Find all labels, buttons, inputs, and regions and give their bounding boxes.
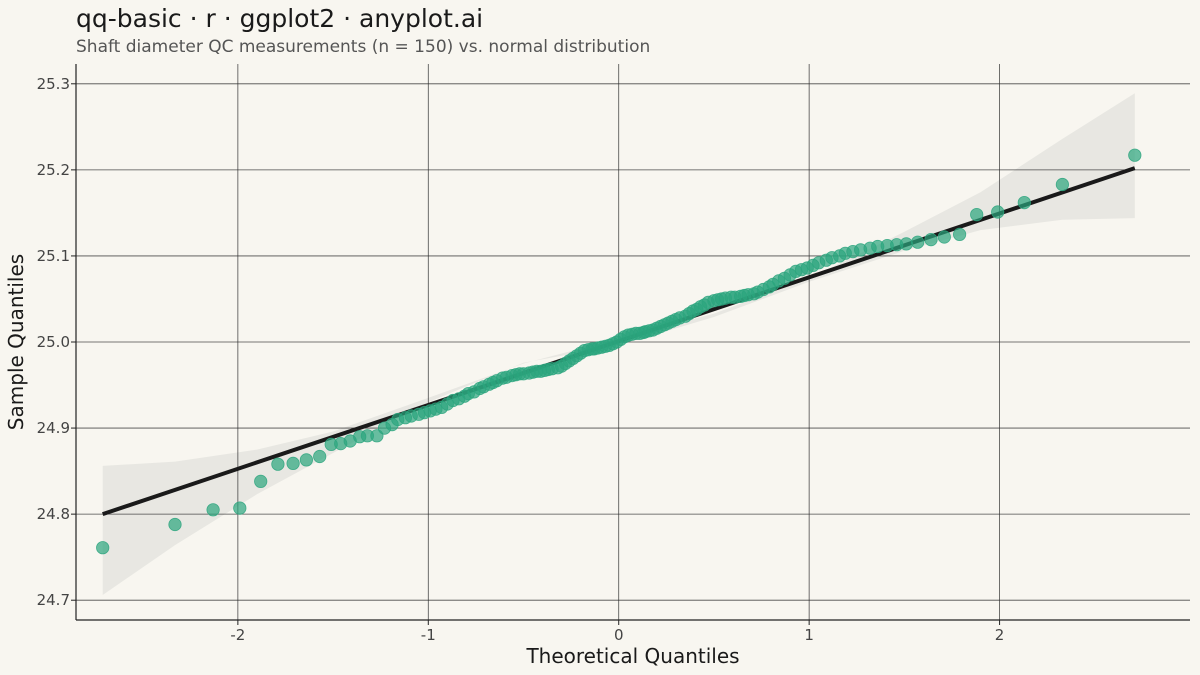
data-point xyxy=(1055,177,1070,192)
y-tick-label-24.8: 24.8 xyxy=(37,505,70,523)
x-tick-label--1: -1 xyxy=(421,626,436,644)
data-point xyxy=(1017,196,1031,210)
data-point xyxy=(899,237,913,251)
y-axis-title: Sample Quantiles xyxy=(4,254,28,430)
x-tick-label-0: 0 xyxy=(614,626,624,644)
data-point xyxy=(206,503,220,517)
data-point xyxy=(299,453,313,467)
data-point xyxy=(168,517,182,532)
data-point xyxy=(313,449,327,464)
data-points-layer xyxy=(96,148,1142,555)
data-point xyxy=(254,474,268,488)
chart-title: qq-basic · r · ggplot2 · anyplot.ai xyxy=(76,4,484,33)
y-tick-label-25.3: 25.3 xyxy=(37,75,70,93)
x-tick-label--2: -2 xyxy=(230,626,245,644)
x-axis-title: Theoretical Quantiles xyxy=(525,644,739,668)
data-point xyxy=(96,541,110,555)
y-tick-label-25.2: 25.2 xyxy=(37,161,70,179)
chart-subtitle: Shaft diameter QC measurements (n = 150)… xyxy=(76,37,651,57)
data-point xyxy=(911,235,925,249)
data-point xyxy=(1128,148,1142,162)
y-tick-label-25.1: 25.1 xyxy=(37,247,70,265)
x-tick-label-2: 2 xyxy=(995,626,1005,644)
data-point xyxy=(970,208,984,222)
data-point xyxy=(937,230,951,244)
data-point xyxy=(952,227,967,241)
data-point xyxy=(286,456,300,470)
y-tick-label-24.7: 24.7 xyxy=(37,591,70,609)
grid-layer xyxy=(76,64,1190,620)
data-point xyxy=(924,233,938,247)
y-tick-label-24.9: 24.9 xyxy=(37,419,70,437)
data-point xyxy=(991,205,1005,219)
axis-layer xyxy=(71,64,1190,625)
data-point xyxy=(233,501,247,515)
data-point xyxy=(271,457,285,471)
y-tick-label-25.0: 25.0 xyxy=(37,333,70,351)
x-tick-label-1: 1 xyxy=(804,626,814,644)
tick-labels-layer: -2 -1 0 1 2 24.7 24.8 24.9 25.0 25.1 25.2 25.3 xyxy=(37,75,1005,644)
